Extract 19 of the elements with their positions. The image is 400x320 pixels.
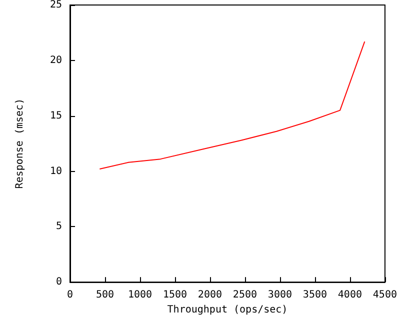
x-tick-label: 2000 [198,290,222,301]
y-tick-label: 0 [56,276,62,288]
y-tick-label: 20 [50,54,62,66]
y-tick-label: 10 [50,166,62,177]
x-tick-label: 4500 [372,290,398,301]
x-tick-label: 0 [66,290,74,301]
x-axis-title: Throughput (ops/sec) [167,304,288,316]
x-tick-label: 1000 [128,290,152,301]
x-tick-label: 2500 [232,290,258,301]
y-tick-label: 15 [50,110,62,122]
line-series [99,41,366,170]
y-axis-title: Response (msec) [14,98,26,189]
x-tick-label: 500 [96,290,114,301]
x-tick-label: 4000 [338,290,362,301]
x-tick-label: 3500 [302,290,328,301]
x-tick-label: 1500 [162,290,188,301]
y-tick-label: 5 [56,221,62,232]
y-tick-label: 25 [50,0,62,10]
x-tick-label: 3000 [268,290,292,301]
